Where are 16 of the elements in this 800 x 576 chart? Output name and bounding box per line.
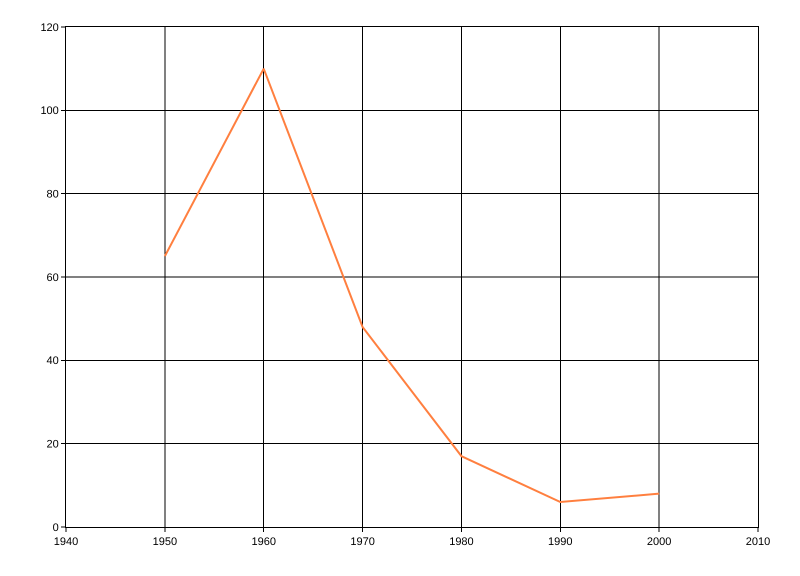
x-tick-label: 1970 — [350, 536, 375, 548]
x-tick-label: 1960 — [251, 536, 276, 548]
y-tick-label: 20 — [46, 438, 59, 451]
x-tick-label: 1980 — [449, 536, 474, 548]
line-series — [164, 68, 660, 503]
x-tick-label: 1990 — [548, 536, 573, 548]
y-tick-label: 0 — [52, 522, 59, 534]
y-tick-label: 80 — [46, 188, 59, 201]
y-tick-label: 120 — [40, 22, 59, 34]
x-tick-label: 1940 — [54, 536, 78, 548]
x-tick-label: 2000 — [646, 536, 672, 548]
y-tick-label: 60 — [46, 272, 59, 284]
y-tick-label: 40 — [46, 355, 59, 368]
y-tick-label: 100 — [40, 105, 59, 118]
x-tick-label: 2010 — [746, 536, 770, 548]
x-tick-label: 1950 — [152, 536, 178, 548]
